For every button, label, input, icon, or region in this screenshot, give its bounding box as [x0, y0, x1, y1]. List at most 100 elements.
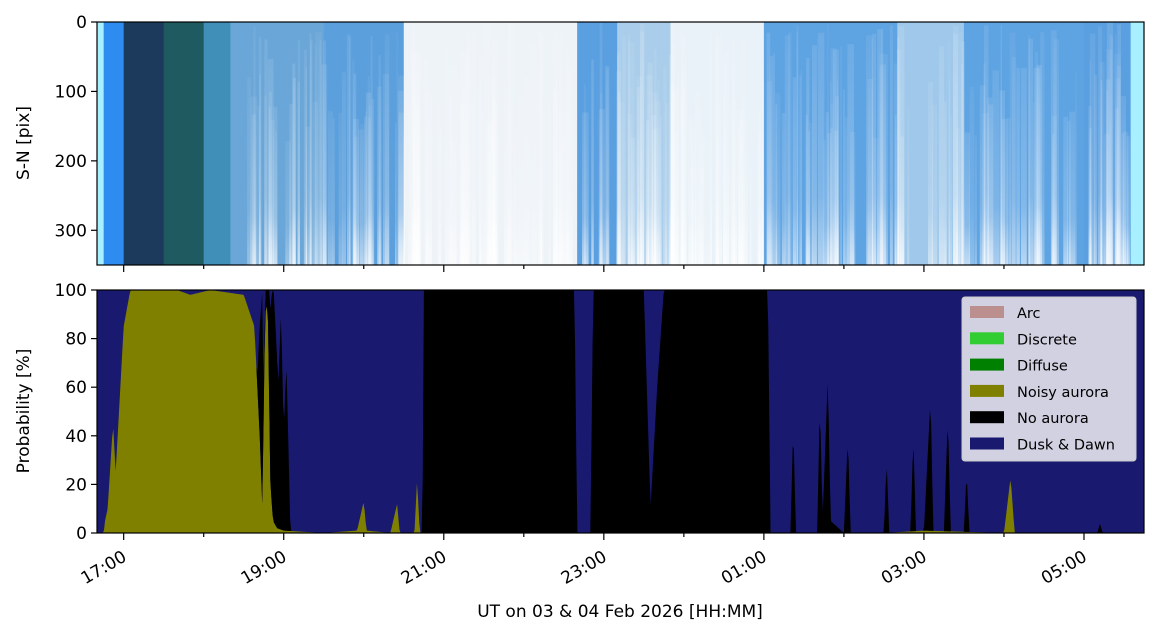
keogram-streak: [504, 87, 509, 265]
keogram-streak: [1067, 120, 1071, 265]
keogram-y-axis: 0 100 200 300: [55, 13, 97, 241]
keogram-y-tick-label: 0: [76, 13, 87, 33]
keogram-streak: [949, 78, 951, 265]
keogram-streak: [665, 103, 670, 265]
keogram-streak: [637, 138, 639, 265]
keogram-streak: [1006, 117, 1011, 265]
probability-panel: 0 20 40 60 80 100 17:00 19:00 21:00 23:00 01:00 03…: [14, 281, 1145, 622]
keogram-y-tick-label: 100: [55, 82, 87, 102]
keogram-band: [123, 22, 165, 265]
keogram-streak: [353, 73, 357, 265]
keogram-streak: [893, 63, 897, 265]
keogram-streak: [247, 77, 252, 265]
keogram-streak: [310, 40, 313, 265]
legend-swatch: [970, 411, 1004, 424]
keogram-streak: [264, 39, 268, 265]
keogram-streak: [715, 32, 723, 265]
keogram-streak: [555, 53, 557, 265]
keogram-streak: [359, 124, 366, 265]
keogram-streak: [948, 41, 951, 265]
keogram-streak: [1094, 74, 1098, 265]
keogram-streak: [489, 119, 496, 265]
keogram-streak: [517, 93, 525, 265]
keogram-streak: [900, 136, 905, 265]
keogram-streak: [591, 59, 594, 265]
keogram-streak: [809, 122, 813, 265]
keogram-streak: [654, 101, 662, 265]
keogram-band: [163, 22, 205, 265]
keogram-band: [1130, 22, 1144, 265]
keogram-streak: [267, 59, 274, 265]
keogram-streak: [364, 116, 367, 265]
keogram-streak: [773, 53, 776, 265]
keogram-streak: [799, 75, 802, 265]
keogram-streak: [1040, 32, 1045, 265]
keogram-band: [103, 22, 125, 265]
keogram-streak: [270, 119, 275, 265]
keogram-x-ticks: [123, 265, 1085, 272]
keogram-panel: 0 100 200 300 S-N [pix]: [14, 13, 1145, 272]
keogram-streak: [775, 92, 781, 265]
keogram-streak: [471, 33, 476, 265]
keogram-frame: [96, 21, 1145, 266]
probability-x-tick-label: 03:00: [878, 547, 930, 589]
keogram-streak: [682, 65, 686, 265]
probability-y-tick-label: 20: [65, 475, 87, 495]
keogram-streak: [1106, 22, 1114, 265]
probability-x-tick-label: 21:00: [398, 547, 450, 589]
keogram-streak: [627, 42, 635, 265]
legend-label: Noisy aurora: [1017, 385, 1109, 401]
keogram-streak: [1009, 32, 1016, 265]
keogram-streak: [1063, 116, 1068, 265]
probability-x-tick-label: 23:00: [558, 547, 610, 589]
keogram-streak: [338, 112, 343, 265]
keogram-streak: [305, 126, 311, 265]
keogram-streak: [1000, 25, 1002, 265]
keogram-streak: [808, 131, 811, 265]
keogram-streak: [352, 59, 355, 265]
keogram-streak: [628, 34, 630, 265]
keogram-streak: [646, 74, 653, 265]
keogram-streak: [548, 104, 551, 265]
keogram-streak: [1001, 118, 1008, 265]
keogram-streak: [377, 86, 382, 265]
keogram-streak: [645, 120, 650, 265]
keogram-streak: [1089, 33, 1096, 265]
probability-y-tick-label: 60: [65, 378, 87, 398]
keogram-streak: [781, 113, 786, 265]
keogram-streak: [346, 34, 350, 265]
keogram-y-label: S-N [pix]: [14, 106, 34, 180]
keogram-streak: [964, 132, 971, 265]
keogram-streak: [879, 53, 884, 265]
keogram-streak: [524, 77, 530, 265]
keogram-streak: [749, 122, 752, 265]
legend-label: Dusk & Dawn: [1017, 438, 1115, 454]
keogram-streak: [1100, 80, 1103, 265]
keogram-streak: [651, 115, 657, 265]
keogram-streak: [723, 52, 730, 265]
keogram-streak: [849, 131, 856, 265]
keogram-streak: [952, 26, 959, 265]
keogram-streak: [958, 32, 963, 265]
keogram-streak: [382, 73, 390, 265]
keogram-streak: [694, 91, 701, 265]
keogram-streak: [514, 130, 518, 265]
keogram-streak: [332, 117, 336, 265]
keogram-streak: [1122, 131, 1129, 265]
keogram-streak: [274, 131, 278, 265]
keogram-streak: [508, 23, 516, 265]
keogram-streak: [292, 63, 296, 265]
keogram-streak: [663, 67, 667, 265]
keogram-streak: [495, 114, 497, 265]
keogram-band: [97, 22, 105, 265]
keogram-streak: [1069, 111, 1076, 265]
keogram-streak: [825, 112, 829, 265]
keogram-streak: [865, 35, 872, 265]
keogram-streak: [680, 29, 684, 265]
keogram-streak: [342, 72, 346, 265]
keogram-streak: [537, 31, 542, 265]
probability-y-axis: 0 20 40 60 80 100: [55, 281, 97, 544]
probability-x-tick-label: 19:00: [238, 547, 290, 589]
keogram-streak: [541, 35, 544, 265]
